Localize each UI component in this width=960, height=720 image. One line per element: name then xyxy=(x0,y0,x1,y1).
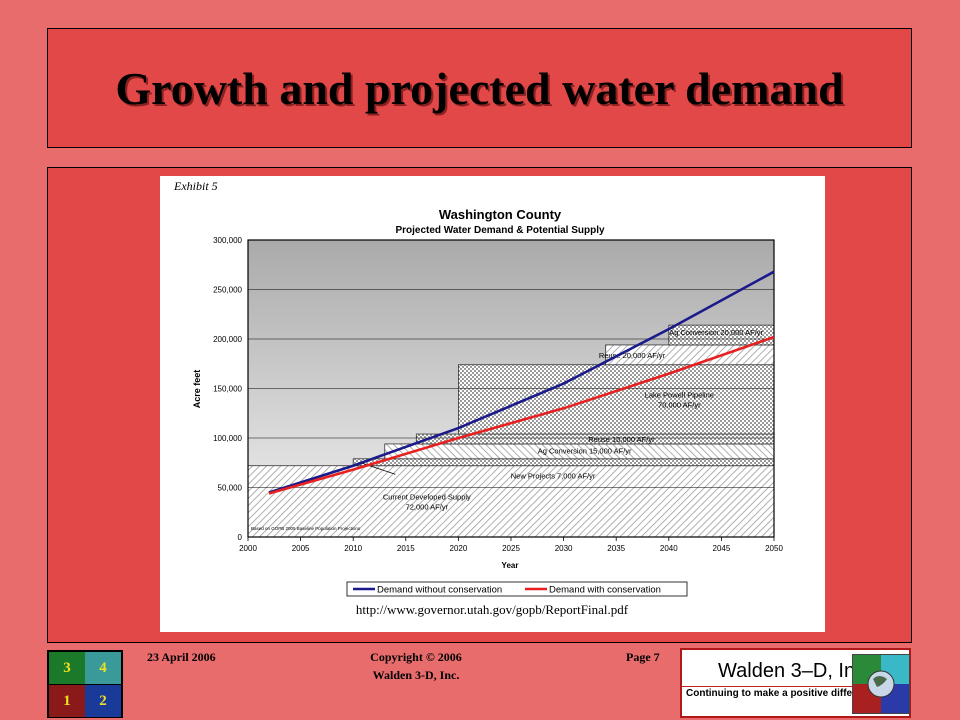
band-label-current-supply: Current Developed Supply xyxy=(383,492,471,501)
band-label-reuse-20: Reuse 20,000 AF/yr xyxy=(599,351,666,360)
y-tick-label: 150,000 xyxy=(213,385,242,394)
series-line-without-conservation xyxy=(268,270,775,494)
water-demand-chart: Exhibit 5 Washington County Projected Wa… xyxy=(173,179,783,617)
title-box: Growth and projected water demand xyxy=(47,28,912,148)
footer-copyright: Copyright © 2006 Walden 3-D, Inc. xyxy=(364,650,468,683)
band-label-lake-powell: Lake Powell Pipeline xyxy=(645,390,714,399)
copyright-line-1: Copyright © 2006 xyxy=(370,650,462,664)
chart-panel: Exhibit 5 Washington County Projected Wa… xyxy=(160,176,825,632)
x-tick-label: 2020 xyxy=(450,544,468,553)
y-tick-label: 0 xyxy=(238,533,243,542)
band-label-current-supply-amount: 72,000 AF/yr xyxy=(406,502,449,511)
nav-tile-2[interactable]: 2 xyxy=(85,685,121,717)
navigation-tiles: 3 4 1 2 xyxy=(47,650,123,718)
y-tick-label: 50,000 xyxy=(218,484,243,493)
slide-title: Growth and projected water demand xyxy=(115,62,844,114)
globe-logo-icon xyxy=(852,654,910,714)
x-tick-label: 2045 xyxy=(713,544,731,553)
footer-date: 23 April 2006 xyxy=(147,650,216,664)
y-tick-label: 200,000 xyxy=(213,335,242,344)
x-tick-label: 2000 xyxy=(239,544,257,553)
series-line-with-conservation xyxy=(268,335,775,495)
chart-subtitle: Projected Water Demand & Potential Suppl… xyxy=(395,225,605,236)
plot-frame xyxy=(247,239,775,538)
x-tick-label: 2040 xyxy=(660,544,678,553)
nav-tile-3[interactable]: 3 xyxy=(49,652,85,684)
x-tick-label: 2005 xyxy=(292,544,310,553)
band-label-ag-conversion-20: Ag Conversion 20,000 AF/yr xyxy=(669,328,763,337)
nav-tile-1[interactable]: 1 xyxy=(49,685,85,717)
new-projects-leader xyxy=(359,461,396,475)
logo-divider xyxy=(682,686,852,687)
legend-label: Demand without conservation xyxy=(377,585,502,596)
x-tick-label: 2035 xyxy=(607,544,625,553)
supply-band xyxy=(352,458,775,467)
chart-title: Washington County xyxy=(439,207,562,222)
copyright-line-2: Walden 3-D, Inc. xyxy=(372,668,460,682)
y-tick-label: 300,000 xyxy=(213,236,242,245)
band-label-new-projects: New Projects 7,000 AF/yr xyxy=(511,471,596,480)
y-tick-label: 100,000 xyxy=(213,434,242,443)
chart-footnote: Based on GOPB 2005 Baseline Population P… xyxy=(251,526,361,531)
company-logo: Walden 3–D, Inc. Continuing to make a po… xyxy=(680,648,911,718)
y-axis-label: Acre feet xyxy=(192,370,202,409)
x-tick-label: 2015 xyxy=(397,544,415,553)
x-tick-label: 2050 xyxy=(765,544,783,553)
band-label-lake-powell-amount: 70,000 AF/yr xyxy=(658,400,701,409)
x-tick-label: 2010 xyxy=(344,544,362,553)
x-axis-label: Year xyxy=(502,561,519,570)
x-tick-label: 2025 xyxy=(502,544,520,553)
nav-tile-4[interactable]: 4 xyxy=(85,652,121,684)
band-label-reuse-10: Reuse 10,000 AF/yr xyxy=(588,435,655,444)
logo-name: Walden 3–D, Inc. xyxy=(718,660,871,682)
source-url[interactable]: http://www.governor.utah.gov/gopb/Report… xyxy=(356,602,629,617)
y-tick-label: 250,000 xyxy=(213,286,242,295)
logo-tagline: Continuing to make a positive difference… xyxy=(686,688,883,699)
footer-page-number: Page 7 xyxy=(626,650,660,664)
exhibit-label: Exhibit 5 xyxy=(173,179,218,193)
x-tick-label: 2030 xyxy=(555,544,573,553)
band-label-ag-conversion-15: Ag Conversion 15,000 AF/yr xyxy=(538,446,632,455)
legend-label: Demand with conservation xyxy=(549,585,661,596)
legend-box xyxy=(346,581,688,597)
